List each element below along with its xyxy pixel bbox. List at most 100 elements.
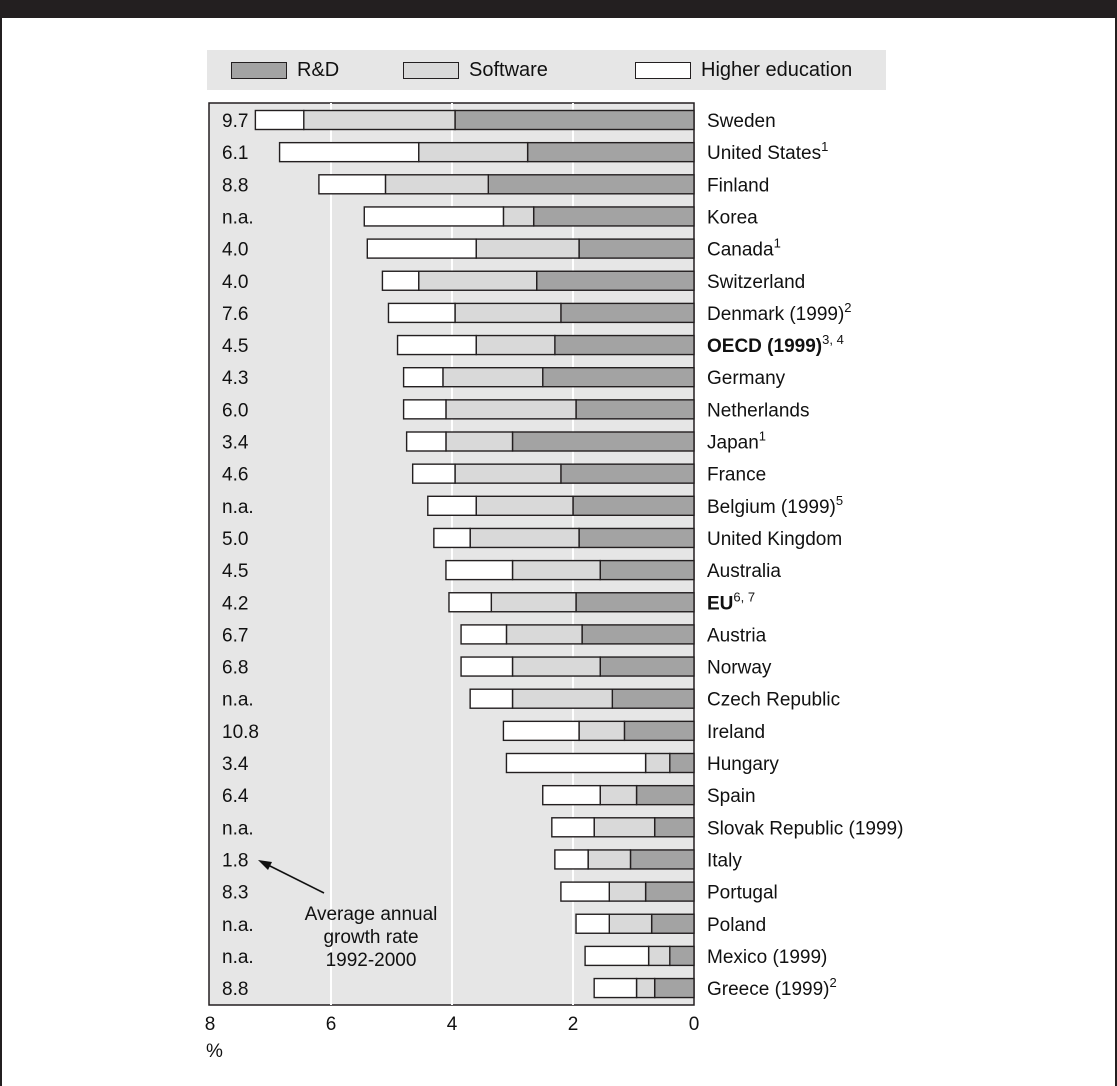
bar-segment-software bbox=[593, 817, 656, 838]
bar-segment-software bbox=[490, 592, 577, 613]
x-tick-label: 2 bbox=[568, 1014, 579, 1035]
country-label: EU6, 7 bbox=[707, 589, 755, 614]
country-label: Austria bbox=[707, 625, 767, 646]
bar-segment-higher-education bbox=[551, 817, 595, 838]
legend-label-software: Software bbox=[469, 58, 548, 81]
bar-segment-rd bbox=[454, 109, 695, 131]
country-label: Poland bbox=[707, 915, 766, 936]
country-label: Finland bbox=[707, 175, 769, 196]
bar-segment-higher-education bbox=[460, 656, 514, 677]
bar-segment-rd bbox=[560, 463, 695, 484]
annotation-line-1: Average annual bbox=[305, 904, 438, 925]
legend-item-higher-education: Higher education bbox=[635, 50, 852, 90]
legend-label-higher-education: Higher education bbox=[701, 58, 853, 81]
growth-rate-label: 4.2 bbox=[222, 593, 248, 614]
bar-segment-higher-education bbox=[402, 399, 447, 420]
growth-rate-label: 9.7 bbox=[222, 111, 248, 132]
bar-segment-software bbox=[418, 270, 538, 291]
bar-segment-higher-education bbox=[363, 206, 505, 227]
bar-segment-rd bbox=[575, 592, 695, 613]
bar-segment-software bbox=[475, 334, 556, 356]
country-label: Hungary bbox=[707, 754, 779, 775]
growth-rate-label: 7.6 bbox=[222, 304, 248, 325]
bar-segment-rd bbox=[653, 817, 695, 838]
country-label: Ireland bbox=[707, 722, 765, 743]
bar-segment-rd bbox=[554, 334, 695, 356]
growth-rate-label: 4.5 bbox=[222, 561, 248, 582]
bar-segment-software bbox=[418, 141, 529, 163]
bar-segment-software bbox=[511, 656, 601, 677]
bar-segment-software bbox=[502, 206, 535, 227]
bar-segment-software bbox=[578, 720, 626, 742]
bar-segment-rd bbox=[669, 945, 695, 967]
bar-segment-software bbox=[587, 849, 632, 870]
country-label: OECD (1999)3, 4 bbox=[707, 332, 844, 357]
bar-segment-software bbox=[442, 367, 544, 388]
bar-segment-rd bbox=[578, 238, 695, 259]
growth-rate-label: 4.0 bbox=[222, 240, 248, 261]
bar-segment-higher-education bbox=[445, 559, 514, 581]
bar-segment-higher-education bbox=[402, 367, 444, 388]
bar-segment-rd bbox=[669, 752, 695, 774]
country-label: Australia bbox=[707, 561, 781, 582]
bar-segment-higher-education bbox=[593, 977, 638, 999]
bar-segment-higher-education bbox=[254, 109, 305, 131]
bar-segment-higher-education bbox=[542, 784, 601, 806]
bar-segment-higher-education bbox=[405, 431, 447, 452]
growth-rate-label: 8.3 bbox=[222, 883, 248, 904]
legend-item-rd: R&D bbox=[231, 50, 339, 90]
chart-legend: R&D Software Higher education bbox=[207, 50, 886, 90]
bar-segment-higher-education bbox=[433, 527, 471, 549]
legend-swatch-higher-education bbox=[635, 61, 691, 79]
bar-segment-software bbox=[475, 495, 574, 516]
bar-segment-software bbox=[644, 752, 671, 774]
bar-segment-higher-education bbox=[427, 495, 477, 516]
growth-rate-label: 6.0 bbox=[222, 400, 248, 421]
bar-segment-software bbox=[511, 559, 601, 581]
x-axis-ticks: 8 6 4 2 0% bbox=[205, 1014, 700, 1062]
growth-rate-label: 8.8 bbox=[222, 979, 248, 1000]
country-label: Czech Republic bbox=[707, 690, 840, 711]
growth-rate-labels: 9.7 6.1 8.8 n.a. 4.0 4.0 7.6 4.5 4.3 6.0 3.4 4.6 n.a… bbox=[222, 111, 259, 1000]
growth-rate-label: 6.8 bbox=[222, 658, 248, 679]
bar-segment-higher-education bbox=[469, 688, 514, 709]
bar-segment-rd bbox=[644, 881, 695, 902]
country-label: Germany bbox=[707, 368, 786, 389]
bar-segment-software bbox=[445, 399, 577, 420]
bar-segment-higher-education bbox=[584, 945, 650, 967]
bar-segment-rd bbox=[653, 977, 695, 999]
bar-segment-higher-education bbox=[366, 238, 477, 259]
growth-rate-label: 4.3 bbox=[222, 368, 248, 389]
country-label: Canada1 bbox=[707, 236, 781, 261]
bar-segment-software bbox=[469, 527, 580, 549]
growth-rate-label: 4.6 bbox=[222, 465, 248, 486]
bar-segment-higher-education bbox=[318, 174, 387, 195]
bar-segment-rd bbox=[629, 849, 695, 870]
bar-segment-rd bbox=[572, 495, 695, 516]
country-label: Spain bbox=[707, 786, 756, 807]
bar-segment-rd bbox=[536, 270, 695, 291]
growth-rate-label: n.a. bbox=[222, 915, 254, 936]
country-label: United Kingdom bbox=[707, 529, 842, 550]
growth-rate-label: 8.8 bbox=[222, 175, 248, 196]
country-label: Denmark (1999)2 bbox=[707, 300, 852, 325]
bar-segment-software bbox=[303, 109, 456, 131]
annotation-arrow bbox=[265, 863, 325, 894]
legend-label-rd: R&D bbox=[297, 58, 340, 81]
bar-segment-software bbox=[608, 881, 647, 902]
bar-segment-software bbox=[454, 463, 562, 484]
bar-segment-higher-education bbox=[575, 913, 611, 934]
bar-segment-higher-education bbox=[278, 141, 420, 163]
annotation-line-2: growth rate bbox=[323, 927, 418, 948]
bar-segment-rd bbox=[532, 206, 695, 227]
bar-segment-higher-education bbox=[448, 592, 493, 613]
bar-segment-rd bbox=[487, 174, 695, 195]
bar-segment-software bbox=[647, 945, 671, 967]
bar-segment-rd bbox=[650, 913, 695, 934]
growth-rate-label: n.a. bbox=[222, 690, 254, 711]
country-label: Mexico (1999) bbox=[707, 947, 827, 968]
bars bbox=[254, 109, 695, 999]
country-label: Sweden bbox=[707, 111, 776, 132]
growth-rate-label: n.a. bbox=[222, 207, 254, 228]
